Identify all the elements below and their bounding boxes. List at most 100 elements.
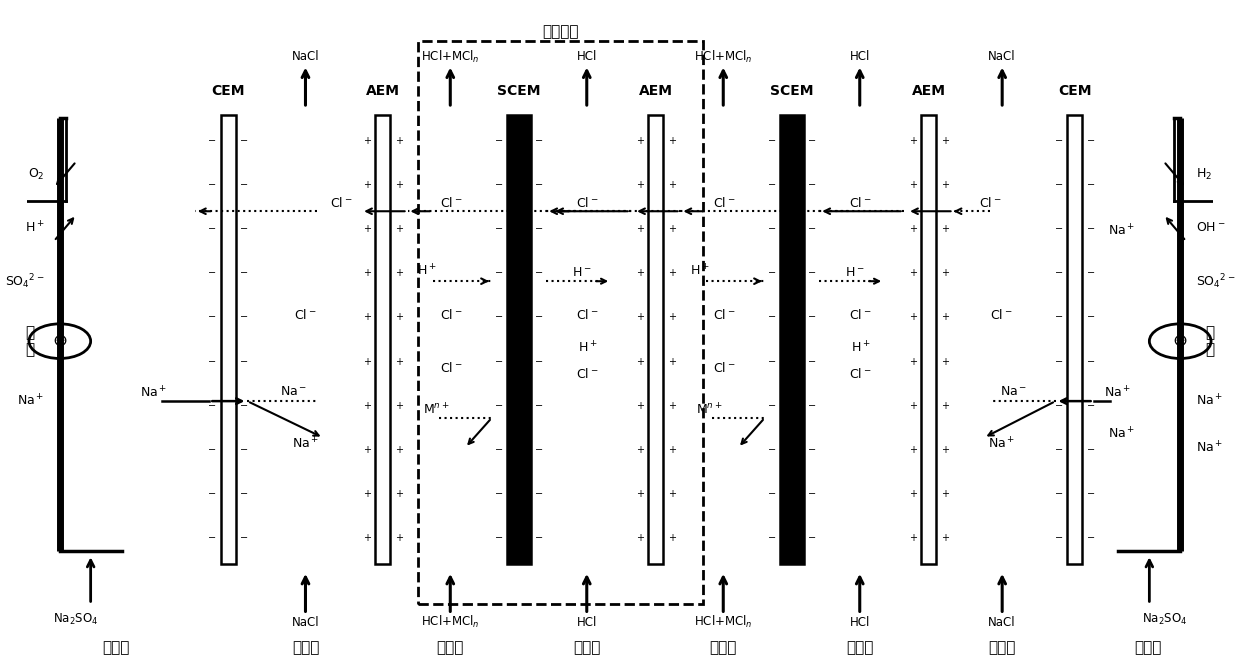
Text: +: + — [362, 181, 371, 191]
Text: +: + — [941, 401, 949, 411]
Text: O$_2$: O$_2$ — [27, 167, 45, 182]
Text: Cl$^-$: Cl$^-$ — [849, 308, 872, 322]
Text: 阳
极: 阳 极 — [26, 325, 35, 357]
Text: +: + — [909, 357, 916, 367]
Text: −: − — [1086, 401, 1095, 411]
Text: Na$^+$: Na$^+$ — [291, 437, 319, 452]
Text: Na$^+$: Na$^+$ — [17, 393, 45, 409]
Text: +: + — [909, 136, 916, 147]
Text: +: + — [909, 181, 916, 191]
Text: −: − — [208, 181, 216, 191]
Text: −: − — [495, 357, 503, 367]
Text: +: + — [941, 488, 949, 498]
Text: +: + — [636, 268, 644, 278]
Text: HCl: HCl — [577, 50, 596, 63]
Text: +: + — [636, 136, 644, 147]
Text: +: + — [667, 401, 676, 411]
Text: HCl: HCl — [577, 615, 596, 629]
Text: NaCl: NaCl — [988, 615, 1016, 629]
Text: Na$^+$: Na$^+$ — [140, 385, 167, 401]
Text: −: − — [536, 488, 543, 498]
Text: +: + — [941, 445, 949, 455]
Text: 阴极室: 阴极室 — [1135, 640, 1162, 655]
Text: −: − — [808, 533, 816, 543]
Text: −: − — [1054, 488, 1063, 498]
Text: −: − — [495, 533, 503, 543]
Text: −: − — [1086, 224, 1095, 234]
Text: Na$^+$: Na$^+$ — [988, 437, 1016, 452]
Text: −: − — [208, 401, 216, 411]
Text: −: − — [241, 312, 248, 322]
Text: +: + — [941, 357, 949, 367]
Text: +: + — [909, 268, 916, 278]
Text: +: + — [394, 401, 403, 411]
Text: −: − — [1054, 533, 1063, 543]
Bar — [418, 41, 703, 604]
Text: −: − — [241, 445, 248, 455]
Text: −: − — [768, 445, 776, 455]
Text: −: − — [495, 136, 503, 147]
Text: +: + — [667, 488, 676, 498]
Text: H$^+$: H$^+$ — [25, 220, 45, 235]
Text: −: − — [241, 181, 248, 191]
Text: −: − — [208, 533, 216, 543]
Text: 重复单元: 重复单元 — [542, 24, 579, 39]
Text: +: + — [636, 224, 644, 234]
Text: M$^{n+}$: M$^{n+}$ — [423, 402, 450, 417]
Text: −: − — [495, 312, 503, 322]
Text: −: − — [495, 445, 503, 455]
Text: −: − — [1054, 445, 1063, 455]
Text: Cl$^-$: Cl$^-$ — [713, 308, 735, 322]
Text: −: − — [1054, 357, 1063, 367]
Text: +: + — [636, 533, 644, 543]
Text: +: + — [909, 445, 916, 455]
Text: −: − — [495, 401, 503, 411]
Bar — [921, 114, 936, 565]
Text: HCl: HCl — [849, 50, 870, 63]
Text: +: + — [941, 224, 949, 234]
Text: +: + — [667, 357, 676, 367]
Text: Na$^+$: Na$^+$ — [1107, 427, 1135, 442]
Text: 阳极室: 阳极室 — [102, 640, 129, 655]
Text: +: + — [362, 136, 371, 147]
Text: Cl$^-$: Cl$^-$ — [440, 361, 463, 375]
Text: +: + — [394, 488, 403, 498]
Text: 淡化室: 淡化室 — [436, 640, 464, 655]
Text: 浓缩室: 浓缩室 — [573, 640, 600, 655]
Text: +: + — [941, 136, 949, 147]
Text: $\oplus$: $\oplus$ — [52, 332, 67, 350]
Text: +: + — [362, 268, 371, 278]
Text: +: + — [941, 268, 949, 278]
Text: +: + — [636, 357, 644, 367]
Text: H$^+$: H$^+$ — [691, 264, 711, 279]
Text: −: − — [1086, 357, 1095, 367]
Text: −: − — [208, 357, 216, 367]
Text: −: − — [208, 224, 216, 234]
Text: +: + — [394, 312, 403, 322]
Text: Cl$^-$: Cl$^-$ — [849, 367, 872, 381]
Text: −: − — [808, 488, 816, 498]
Text: +: + — [667, 181, 676, 191]
Text: −: − — [1086, 268, 1095, 278]
Text: +: + — [394, 136, 403, 147]
Text: HCl+MCl$_n$: HCl+MCl$_n$ — [694, 49, 753, 65]
Text: −: − — [1054, 401, 1063, 411]
Text: CEM: CEM — [212, 84, 246, 98]
Text: −: − — [536, 181, 543, 191]
Text: −: − — [768, 533, 776, 543]
Text: +: + — [909, 401, 916, 411]
Text: AEM: AEM — [639, 84, 672, 98]
Text: +: + — [667, 268, 676, 278]
Text: +: + — [362, 401, 371, 411]
Text: +: + — [909, 488, 916, 498]
Text: Cl$^-$: Cl$^-$ — [294, 308, 316, 322]
Text: +: + — [394, 268, 403, 278]
Text: −: − — [1086, 533, 1095, 543]
Text: OH$^-$: OH$^-$ — [1195, 221, 1225, 234]
Text: +: + — [394, 224, 403, 234]
Text: +: + — [636, 401, 644, 411]
Text: −: − — [241, 401, 248, 411]
Text: Na$^-$: Na$^-$ — [280, 385, 308, 397]
Text: Cl$^-$: Cl$^-$ — [330, 196, 352, 210]
Text: Na$_2$SO$_4$: Na$_2$SO$_4$ — [52, 612, 98, 628]
